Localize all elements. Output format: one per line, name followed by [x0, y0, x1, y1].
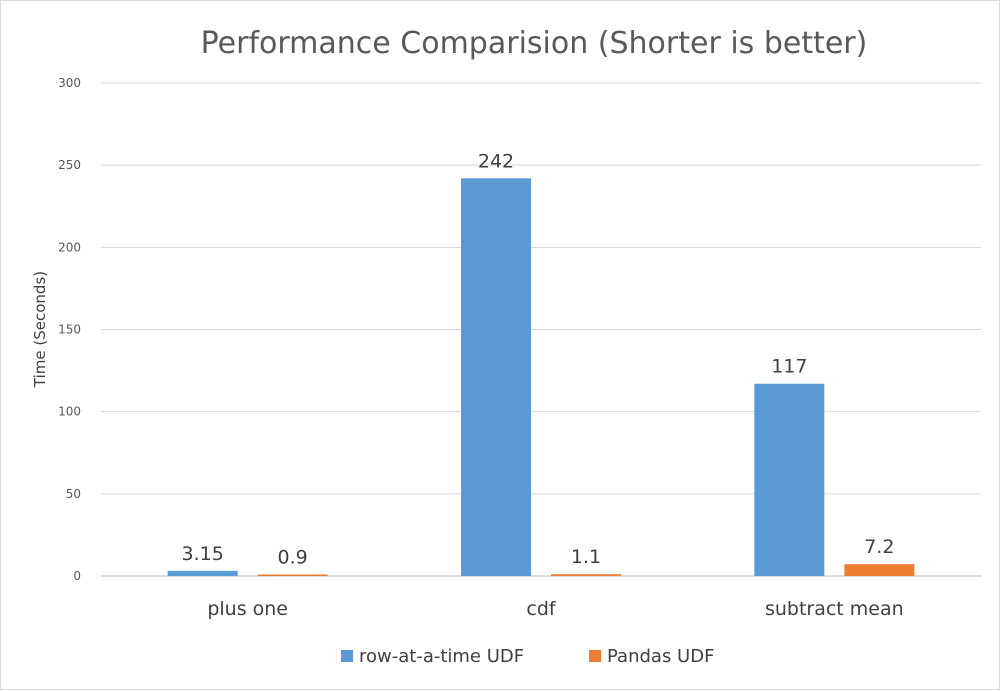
- bar-row-at-a-time-1[interactable]: [461, 178, 531, 576]
- bar-row-at-a-time-2[interactable]: [754, 383, 825, 576]
- chart-title: Performance Comparision (Shorter is bett…: [201, 26, 868, 61]
- legend[interactable]: row-at-a-time UDF Pandas UDF: [341, 646, 714, 667]
- y-tick-label: 300: [58, 76, 81, 90]
- x-category-label: subtract mean: [765, 598, 904, 620]
- data-label: 1.1: [571, 546, 601, 568]
- legend-swatch: [589, 650, 601, 662]
- x-category-label: plus one: [207, 598, 288, 620]
- data-label: 7.2: [864, 536, 894, 558]
- legend-label: row-at-a-time UDF: [359, 646, 524, 667]
- legend-item[interactable]: Pandas UDF: [589, 646, 714, 667]
- x-axis-categories: plus one cdf subtract mean: [207, 598, 903, 620]
- bar-pandas-0[interactable]: [257, 574, 328, 577]
- legend-item[interactable]: row-at-a-time UDF: [341, 646, 524, 667]
- bar-row-at-a-time-0[interactable]: [167, 570, 238, 576]
- y-tick-label: 0: [73, 569, 81, 583]
- data-label: 3.15: [182, 543, 224, 565]
- bar-pandas-2[interactable]: [844, 564, 915, 576]
- data-label: 0.9: [278, 547, 308, 569]
- y-axis-ticks: 0 50 100 150 200 250 300: [58, 76, 81, 583]
- gridlines: [101, 82, 981, 577]
- data-labels: 3.15 0.9 242 1.1 117 7.2: [182, 150, 895, 568]
- legend-label: Pandas UDF: [607, 646, 714, 667]
- y-tick-label: 100: [58, 405, 81, 419]
- y-tick-label: 200: [58, 240, 81, 254]
- y-tick-label: 150: [58, 323, 81, 337]
- data-label: 117: [771, 356, 807, 378]
- y-tick-label: 250: [58, 158, 81, 172]
- data-label: 242: [478, 150, 514, 172]
- bars: [167, 178, 915, 577]
- y-tick-label: 50: [66, 487, 81, 501]
- y-axis-title: Time (Seconds): [31, 271, 49, 388]
- x-category-label: cdf: [526, 598, 557, 620]
- legend-swatch: [341, 650, 353, 662]
- bar-pandas-1[interactable]: [551, 574, 621, 576]
